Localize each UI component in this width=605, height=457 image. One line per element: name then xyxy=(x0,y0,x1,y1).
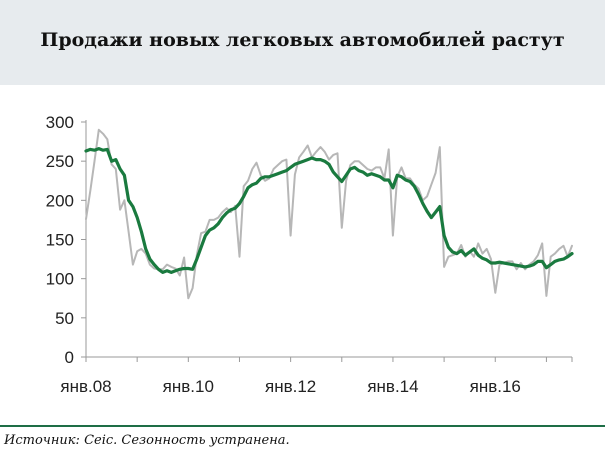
y-tick-label: 0 xyxy=(65,348,74,367)
bottom-rule xyxy=(0,425,605,427)
x-tick-label: янв.14 xyxy=(367,377,418,396)
y-tick-label: 50 xyxy=(55,309,74,328)
y-tick-label: 150 xyxy=(46,231,74,250)
axes: 0 50 100 150 200 250 300 янв.08 янв.10 янв.12 янв.… xyxy=(46,113,573,396)
x-tick-label: янв.12 xyxy=(265,377,316,396)
y-tick-label: 100 xyxy=(46,270,74,289)
line-chart: 0 50 100 150 200 250 300 янв.08 янв.10 янв.12 янв.… xyxy=(46,113,574,396)
chart-title: Продажи новых легковых автомобилей расту… xyxy=(40,28,565,51)
series-line-seasonally-adjusted xyxy=(84,146,574,274)
header-band: Продажи новых легковых автомобилей расту… xyxy=(0,0,605,85)
x-tick-label: янв.10 xyxy=(163,377,214,396)
series-layer xyxy=(84,128,574,300)
chart-area: 0 50 100 150 200 250 300 янв.08 янв.10 янв.12 янв.… xyxy=(0,85,605,425)
x-tick-label: янв.08 xyxy=(60,377,111,396)
y-tick-label: 300 xyxy=(46,113,74,132)
y-tick-label: 250 xyxy=(46,152,74,171)
series-line-raw xyxy=(85,128,573,300)
source-note: Источник: Ceic. Сезонность устранена. xyxy=(4,433,290,448)
y-tick-label: 200 xyxy=(46,191,74,210)
x-tick-label: янв.16 xyxy=(470,377,521,396)
